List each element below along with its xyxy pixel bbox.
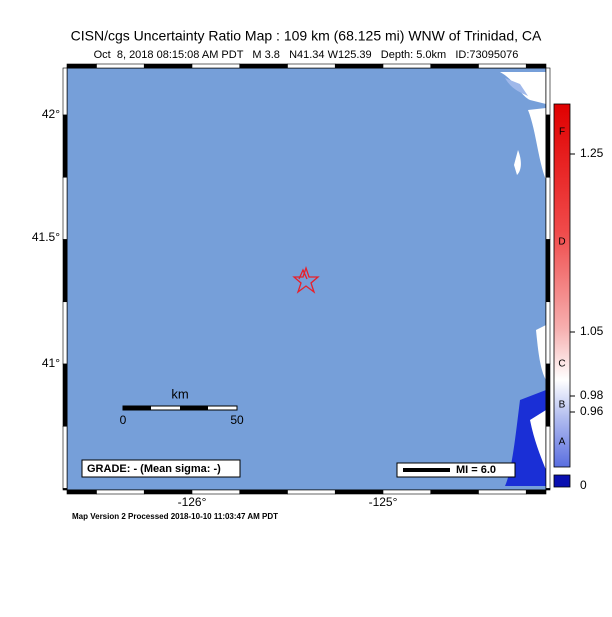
frame-tick [430, 63, 479, 69]
grade-letter: C [558, 359, 565, 370]
frame-tick [96, 63, 145, 69]
frame-tick [66, 63, 97, 69]
frame-tick [239, 63, 288, 69]
scale-bar [180, 406, 208, 410]
frame-tick [62, 239, 68, 303]
lon-label: -125° [369, 495, 398, 509]
frame-tick [478, 489, 527, 495]
frame-tick [62, 301, 68, 365]
land-shade [505, 390, 546, 486]
lat-label: 42° [42, 107, 60, 121]
frame-tick [334, 63, 384, 69]
frame-tick [545, 425, 551, 489]
footer: Map Version 2 Processed 2018-10-10 11:03… [72, 512, 278, 521]
title: CISN/cgs Uncertainty Ratio Map : 109 km … [71, 28, 542, 44]
grade-box [81, 459, 241, 478]
frame-tick [191, 63, 241, 69]
lat-label: 41.5° [32, 230, 60, 244]
grade-text: GRADE: - (Mean sigma: -) [87, 463, 221, 475]
frame-tick [143, 63, 193, 69]
frame-tick [62, 67, 68, 116]
frame-tick [545, 239, 551, 303]
frame-tick [62, 176, 68, 240]
subtitle: Oct 8, 2018 08:15:08 AM PDT M 3.8 N41.34… [94, 49, 519, 61]
map [66, 67, 547, 491]
colorbar-value: 0.96 [580, 404, 604, 418]
frame-tick [545, 488, 551, 491]
frame-tick [545, 363, 551, 427]
frame-tick [66, 489, 97, 495]
frame-tick [545, 301, 551, 365]
frame-tick [191, 489, 241, 495]
grade-letter: D [558, 237, 565, 248]
frame-tick [287, 489, 336, 495]
frame-tick [545, 114, 551, 178]
scale-label: 0 [120, 413, 127, 427]
colorbar-value: 1.05 [580, 324, 604, 338]
frame-tick [478, 63, 527, 69]
frame-tick [545, 67, 551, 116]
frame-tick [62, 488, 68, 491]
frame-tick [287, 63, 336, 69]
frame-tick [96, 489, 145, 495]
frame-tick [334, 489, 384, 495]
lat-label: 41° [42, 356, 60, 370]
frame-tick [382, 63, 432, 69]
frame-tick [430, 489, 479, 495]
scale-bar [123, 406, 151, 410]
frame-tick [62, 114, 68, 178]
legend-box [396, 462, 516, 478]
land [536, 325, 546, 380]
colorbar-value: 1.25 [580, 146, 604, 160]
frame-tick [545, 176, 551, 240]
land [528, 108, 546, 180]
scale-label: 50 [230, 413, 244, 427]
frame-tick [62, 363, 68, 427]
colorbar-value: 0.98 [580, 388, 604, 402]
frame-tick [143, 489, 193, 495]
grade-letter: B [559, 400, 566, 411]
land [530, 410, 546, 470]
frame-tick [525, 489, 547, 495]
grade-letter: A [559, 437, 566, 448]
grade-letter: F [559, 127, 565, 138]
colorbar-value: 0 [580, 478, 587, 492]
lon-label: -126° [178, 495, 207, 509]
frame-tick [239, 489, 288, 495]
scale-unit: km [171, 386, 188, 401]
frame-tick [62, 425, 68, 489]
epicenter-star [292, 265, 320, 294]
frame-tick [525, 63, 547, 69]
land-shade [505, 78, 528, 96]
colorbar [553, 103, 571, 468]
land [500, 72, 546, 104]
colorbar-zero [553, 474, 571, 488]
epicenter-star [298, 268, 308, 280]
frame-tick [382, 489, 432, 495]
land [514, 150, 521, 175]
legend-text: MI = 6.0 [456, 464, 496, 476]
